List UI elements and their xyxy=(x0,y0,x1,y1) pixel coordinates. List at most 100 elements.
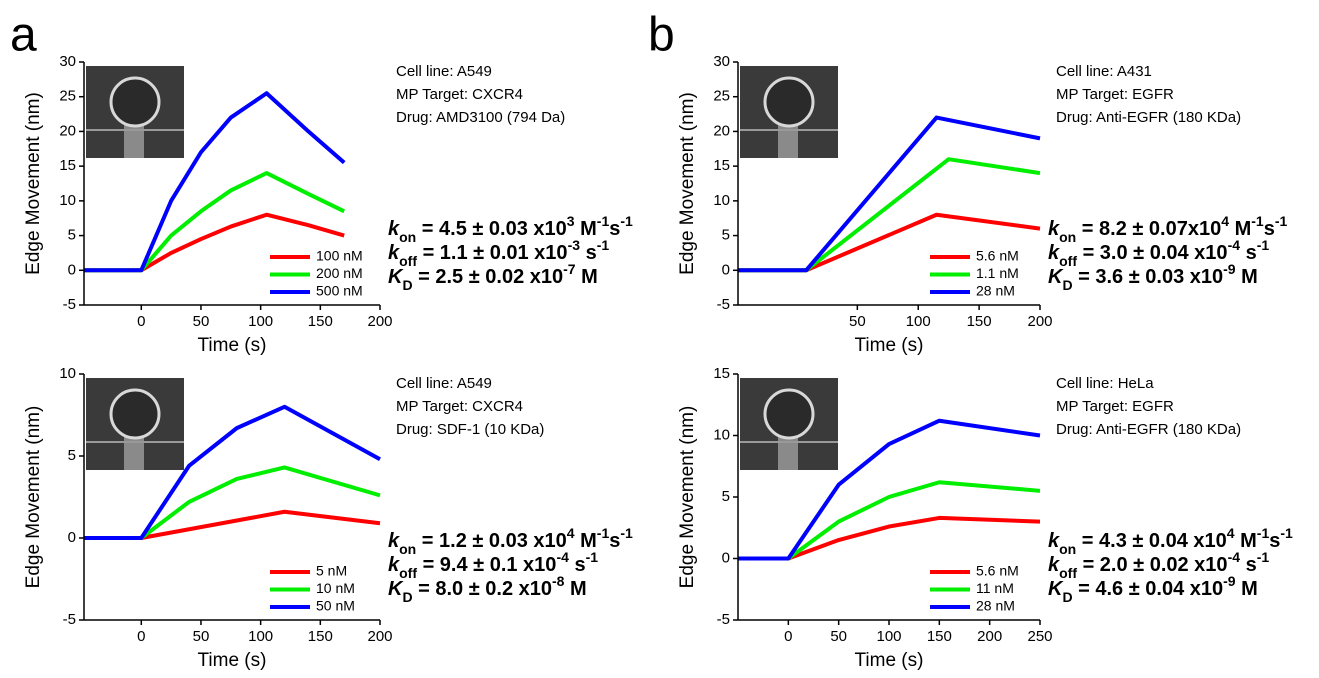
kinetics-part: -1 xyxy=(1275,213,1288,229)
x-tick-label: 50 xyxy=(849,313,866,330)
chart: -5 0 5 10 15 20 25 30 0 50 100 150 200 Time (s) Edge M… xyxy=(23,53,633,356)
y-tick-label: 25 xyxy=(713,88,730,105)
x-axis-title: Time (s) xyxy=(198,335,267,356)
x-tick-label: 150 xyxy=(308,628,333,645)
kinetics-part: -1 xyxy=(1280,525,1293,541)
x-tick-label: 200 xyxy=(367,313,392,330)
kinetics-part: -1 xyxy=(620,213,633,229)
y-tick-label: 10 xyxy=(713,192,730,209)
kinetics-text: koff = 9.4 ± 0.1 x10-4 s-1 xyxy=(388,549,598,581)
y-tick-label: 5 xyxy=(722,227,730,244)
kinetics-part: = 2.5 ± 0.02 x10 xyxy=(413,266,564,288)
y-tick-label: -5 xyxy=(717,296,730,313)
y-tick-label: 10 xyxy=(59,365,76,382)
kinetics-part: s xyxy=(609,530,620,552)
legend-label: 5.6 nM xyxy=(976,563,1019,579)
legend-label: 28 nM xyxy=(976,598,1015,614)
kinetics-part: D xyxy=(402,589,412,605)
kinetics-part: = 4.6 ± 0.04 x10 xyxy=(1073,578,1224,600)
kinetics-part: k xyxy=(388,554,400,576)
info-text: Drug: Anti-EGFR (180 KDa) xyxy=(1056,109,1241,126)
info-text: Cell line: HeLa xyxy=(1056,375,1154,392)
info-text: MP Target: EGFR xyxy=(1056,398,1174,415)
kinetics-text: kon = 8.2 ± 0.07x104 M-1s-1 xyxy=(1048,213,1287,245)
x-axis-title: Time (s) xyxy=(855,650,924,671)
legend-label: 10 nM xyxy=(316,580,355,596)
kinetics-part: = 1.2 ± 0.03 x10 xyxy=(416,530,567,552)
panel-label: b xyxy=(648,9,675,62)
kinetics-text: koff = 1.1 ± 0.01 x10-3 s-1 xyxy=(388,237,609,269)
y-tick-label: 15 xyxy=(59,157,76,174)
panel-label: a xyxy=(10,9,37,62)
kinetics-text: KD = 2.5 ± 0.02 x10-7 M xyxy=(388,261,598,293)
kinetics-part: 4 xyxy=(1221,213,1229,229)
x-tick-label: 200 xyxy=(1027,313,1052,330)
kinetics-part: = 4.3 ± 0.04 x10 xyxy=(1076,530,1227,552)
y-tick-label: 25 xyxy=(59,88,76,105)
info-text: Drug: Anti-EGFR (180 KDa) xyxy=(1056,421,1241,438)
kinetics-part: on xyxy=(399,229,416,245)
kinetics-part: 4 xyxy=(567,525,575,541)
kinetics-part: M xyxy=(1229,218,1251,240)
kinetics-text: koff = 3.0 ± 0.04 x10-4 s-1 xyxy=(1048,237,1269,269)
info-text: MP Target: EGFR xyxy=(1056,86,1174,103)
y-tick-label: 10 xyxy=(59,192,76,209)
x-tick-label: 50 xyxy=(193,628,210,645)
y-tick-label: 5 xyxy=(68,447,76,464)
kinetics-part: k xyxy=(1048,242,1060,264)
kinetics-part: -1 xyxy=(597,213,610,229)
kinetics-part: = 8.2 ± 0.07x10 xyxy=(1076,218,1221,240)
y-tick-label: -5 xyxy=(63,611,76,628)
kinetics-part: -1 xyxy=(1257,237,1270,253)
legend-label: 50 nM xyxy=(316,598,355,614)
y-tick-label: 20 xyxy=(59,122,76,139)
kinetics-text: KD = 8.0 ± 0.2 x10-8 M xyxy=(388,573,587,605)
x-tick-label: 150 xyxy=(927,628,952,645)
x-tick-label: 200 xyxy=(367,628,392,645)
kinetics-part: -4 xyxy=(1228,237,1241,253)
kinetics-part: M xyxy=(1236,266,1258,288)
kinetics-part: K xyxy=(388,266,404,288)
kinetics-part: s xyxy=(609,218,620,240)
kinetics-part: -8 xyxy=(552,573,565,589)
kinetics-part: = 3.0 ± 0.04 x10 xyxy=(1077,242,1228,264)
info-text: Cell line: A549 xyxy=(396,63,492,80)
kinetics-part: M xyxy=(575,530,597,552)
kinetics-part: M xyxy=(1236,578,1258,600)
kinetics-part: on xyxy=(1059,229,1076,245)
kinetics-text: koff = 2.0 ± 0.02 x10-4 s-1 xyxy=(1048,549,1269,581)
legend-label: 5 nM xyxy=(316,563,347,579)
fit-line xyxy=(84,91,346,273)
kinetics-part: K xyxy=(1048,266,1064,288)
kinetics-part: off xyxy=(399,565,417,581)
fit-line xyxy=(84,509,381,540)
kinetics-text: KD = 3.6 ± 0.03 x10-9 M xyxy=(1048,261,1258,293)
info-text: Drug: SDF-1 (10 KDa) xyxy=(396,421,544,438)
kinetics-part: 4 xyxy=(1227,525,1235,541)
x-axis-title: Time (s) xyxy=(198,650,267,671)
x-tick-label: 100 xyxy=(248,313,273,330)
kinetics-part: -4 xyxy=(556,549,569,565)
kinetics-part: off xyxy=(399,253,417,269)
fit-line xyxy=(84,171,346,273)
kinetics-part: -9 xyxy=(1223,573,1236,589)
y-tick-label: 15 xyxy=(713,157,730,174)
y-tick-label: 0 xyxy=(68,529,76,546)
kinetics-part: M xyxy=(1235,530,1257,552)
kinetics-part: on xyxy=(399,541,416,557)
kinetics-part: s xyxy=(1240,554,1257,576)
kinetics-part: D xyxy=(402,277,412,293)
kinetics-text: kon = 1.2 ± 0.03 x104 M-1s-1 xyxy=(388,525,633,557)
kinetics-part: -9 xyxy=(1223,261,1236,277)
y-tick-label: 20 xyxy=(713,122,730,139)
kinetics-part: D xyxy=(1062,277,1072,293)
y-tick-label: 5 xyxy=(68,227,76,244)
kinetics-text: kon = 4.5 ± 0.03 x103 M-1s-1 xyxy=(388,213,633,245)
kinetics-part: s xyxy=(569,554,586,576)
x-axis-title: Time (s) xyxy=(855,335,924,356)
kinetics-part: D xyxy=(1062,589,1072,605)
inset-cell xyxy=(763,76,815,128)
y-tick-label: 5 xyxy=(722,488,730,505)
kinetics-part: s xyxy=(1264,218,1275,240)
